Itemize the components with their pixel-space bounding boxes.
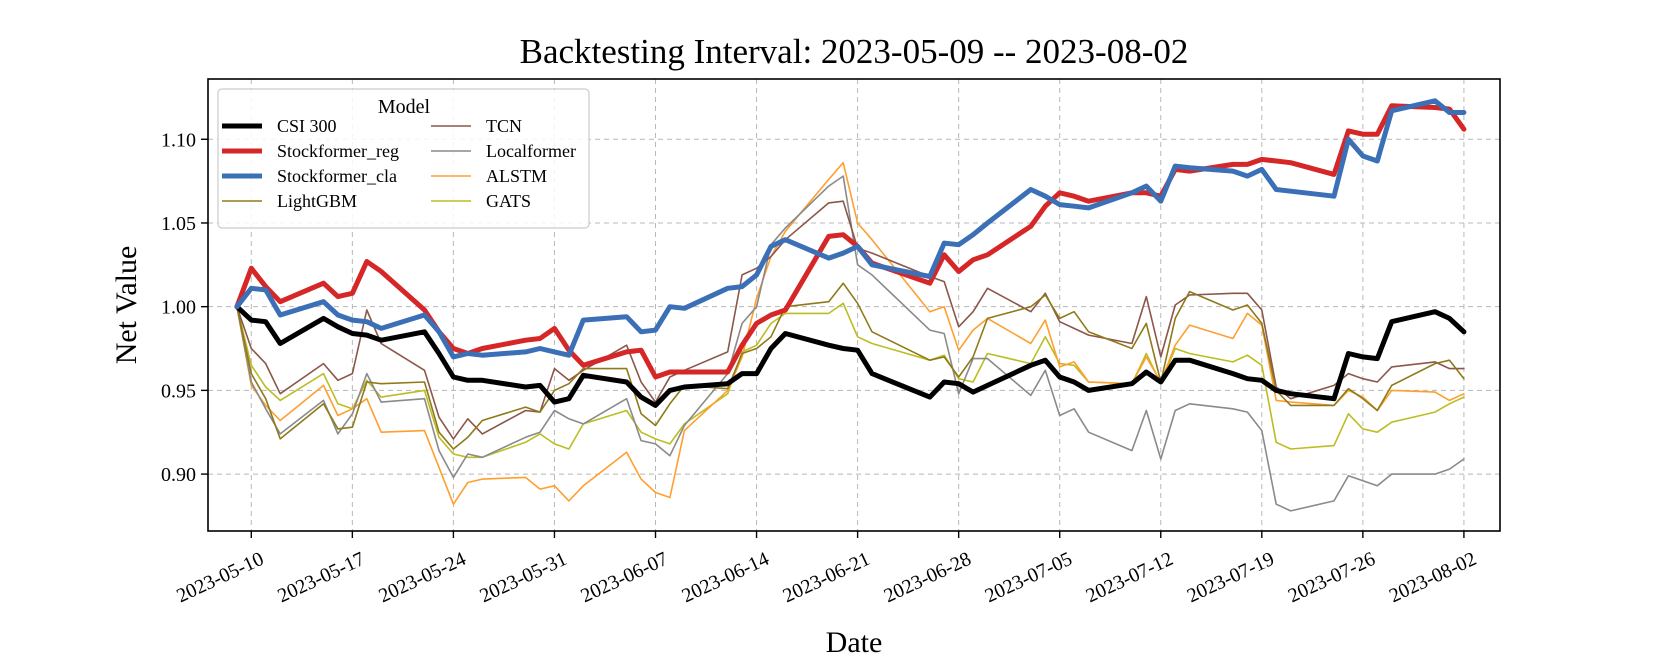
y-axis: 0.90 0.95 1.00 1.05 1.10: [161, 129, 208, 486]
legend-label-stockformer-reg: Stockformer_reg: [277, 141, 399, 161]
y-tick-label: 0.95: [161, 380, 196, 402]
legend-label-gats: GATS: [486, 191, 531, 211]
chart-title: Backtesting Interval: 2023-05-09 -- 2023…: [520, 32, 1189, 71]
legend-box: [217, 88, 590, 229]
series-line-stockformer-cla: [234, 98, 1467, 360]
legend-label-lightgbm: LightGBM: [277, 191, 357, 211]
series-line-lightgbm: [236, 282, 1465, 450]
legend: Model CSI 300 Stockformer_reg Stockformer_…: [217, 88, 590, 229]
y-tick-label: 1.10: [161, 129, 196, 151]
legend-label-alstm: ALSTM: [486, 166, 547, 186]
y-tick-label: 1.00: [161, 297, 196, 319]
legend-label-csi-300: CSI 300: [277, 116, 337, 136]
series-lines: [234, 98, 1467, 512]
x-axis-label: Date: [826, 626, 883, 659]
legend-label-localformer: Localformer: [486, 141, 576, 161]
series-line-csi-300: [234, 304, 1467, 408]
legend-label-stockformer-cla: Stockformer_cla: [277, 166, 397, 186]
plot-frame: [207, 78, 1501, 532]
legend-title: Model: [378, 96, 431, 118]
y-axis-label: Net Value: [110, 246, 143, 365]
legend-label-tcn: TCN: [486, 116, 522, 136]
series-line-gats: [236, 302, 1465, 459]
series-line-tcn: [236, 200, 1465, 440]
y-tick-label: 0.90: [161, 464, 196, 486]
series-line-localformer: [236, 175, 1465, 512]
y-tick-label: 1.05: [161, 213, 196, 235]
